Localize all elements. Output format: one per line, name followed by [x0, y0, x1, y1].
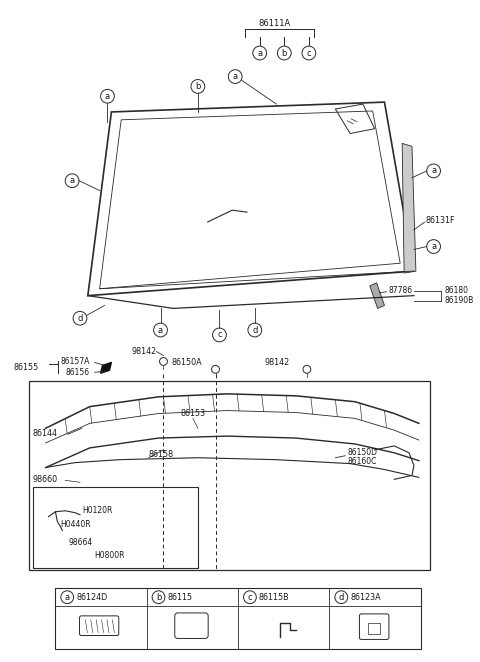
- Text: a: a: [257, 48, 262, 58]
- Text: 98142: 98142: [264, 358, 290, 367]
- Text: H0120R: H0120R: [82, 506, 112, 515]
- Text: 86123A: 86123A: [350, 592, 381, 602]
- Text: 86155: 86155: [13, 363, 38, 372]
- Text: c: c: [217, 330, 222, 340]
- Text: 86160C: 86160C: [347, 457, 376, 466]
- Text: 86115B: 86115B: [259, 592, 289, 602]
- Polygon shape: [101, 362, 111, 373]
- Bar: [33, 487, 198, 568]
- Text: 98660: 98660: [33, 475, 58, 484]
- Text: a: a: [233, 72, 238, 81]
- Text: 86156: 86156: [65, 368, 89, 377]
- Text: 86153: 86153: [180, 409, 205, 418]
- Text: 86115: 86115: [168, 592, 192, 602]
- Text: b: b: [195, 82, 201, 91]
- Text: H0800R: H0800R: [95, 551, 125, 561]
- Text: 86131F: 86131F: [426, 216, 455, 224]
- Text: 86124D: 86124D: [76, 592, 108, 602]
- Text: b: b: [282, 48, 287, 58]
- Text: 86111A: 86111A: [258, 19, 290, 28]
- Text: 98664: 98664: [68, 538, 93, 547]
- Text: d: d: [252, 326, 257, 334]
- Text: a: a: [431, 242, 436, 251]
- Text: 86144: 86144: [33, 429, 58, 438]
- Text: b: b: [156, 592, 161, 602]
- Text: 98142: 98142: [131, 347, 156, 356]
- Text: d: d: [77, 314, 83, 323]
- Text: a: a: [105, 92, 110, 101]
- Text: 86158: 86158: [149, 450, 174, 459]
- Text: c: c: [248, 592, 252, 602]
- Bar: [29, 381, 430, 570]
- Polygon shape: [402, 144, 416, 273]
- Text: 86150D: 86150D: [347, 448, 377, 457]
- Text: 87786: 87786: [388, 286, 412, 295]
- Text: 86190B: 86190B: [444, 296, 474, 305]
- Text: a: a: [158, 326, 163, 334]
- Text: c: c: [307, 48, 311, 58]
- Text: a: a: [65, 592, 70, 602]
- Bar: [55, 589, 421, 649]
- Text: a: a: [431, 166, 436, 175]
- Polygon shape: [370, 283, 384, 308]
- Text: a: a: [70, 176, 75, 185]
- Text: H0440R: H0440R: [60, 520, 91, 529]
- Text: 86180: 86180: [444, 286, 468, 295]
- Text: d: d: [338, 592, 344, 602]
- Text: 86150A: 86150A: [171, 358, 202, 367]
- Text: 86157A: 86157A: [60, 357, 90, 366]
